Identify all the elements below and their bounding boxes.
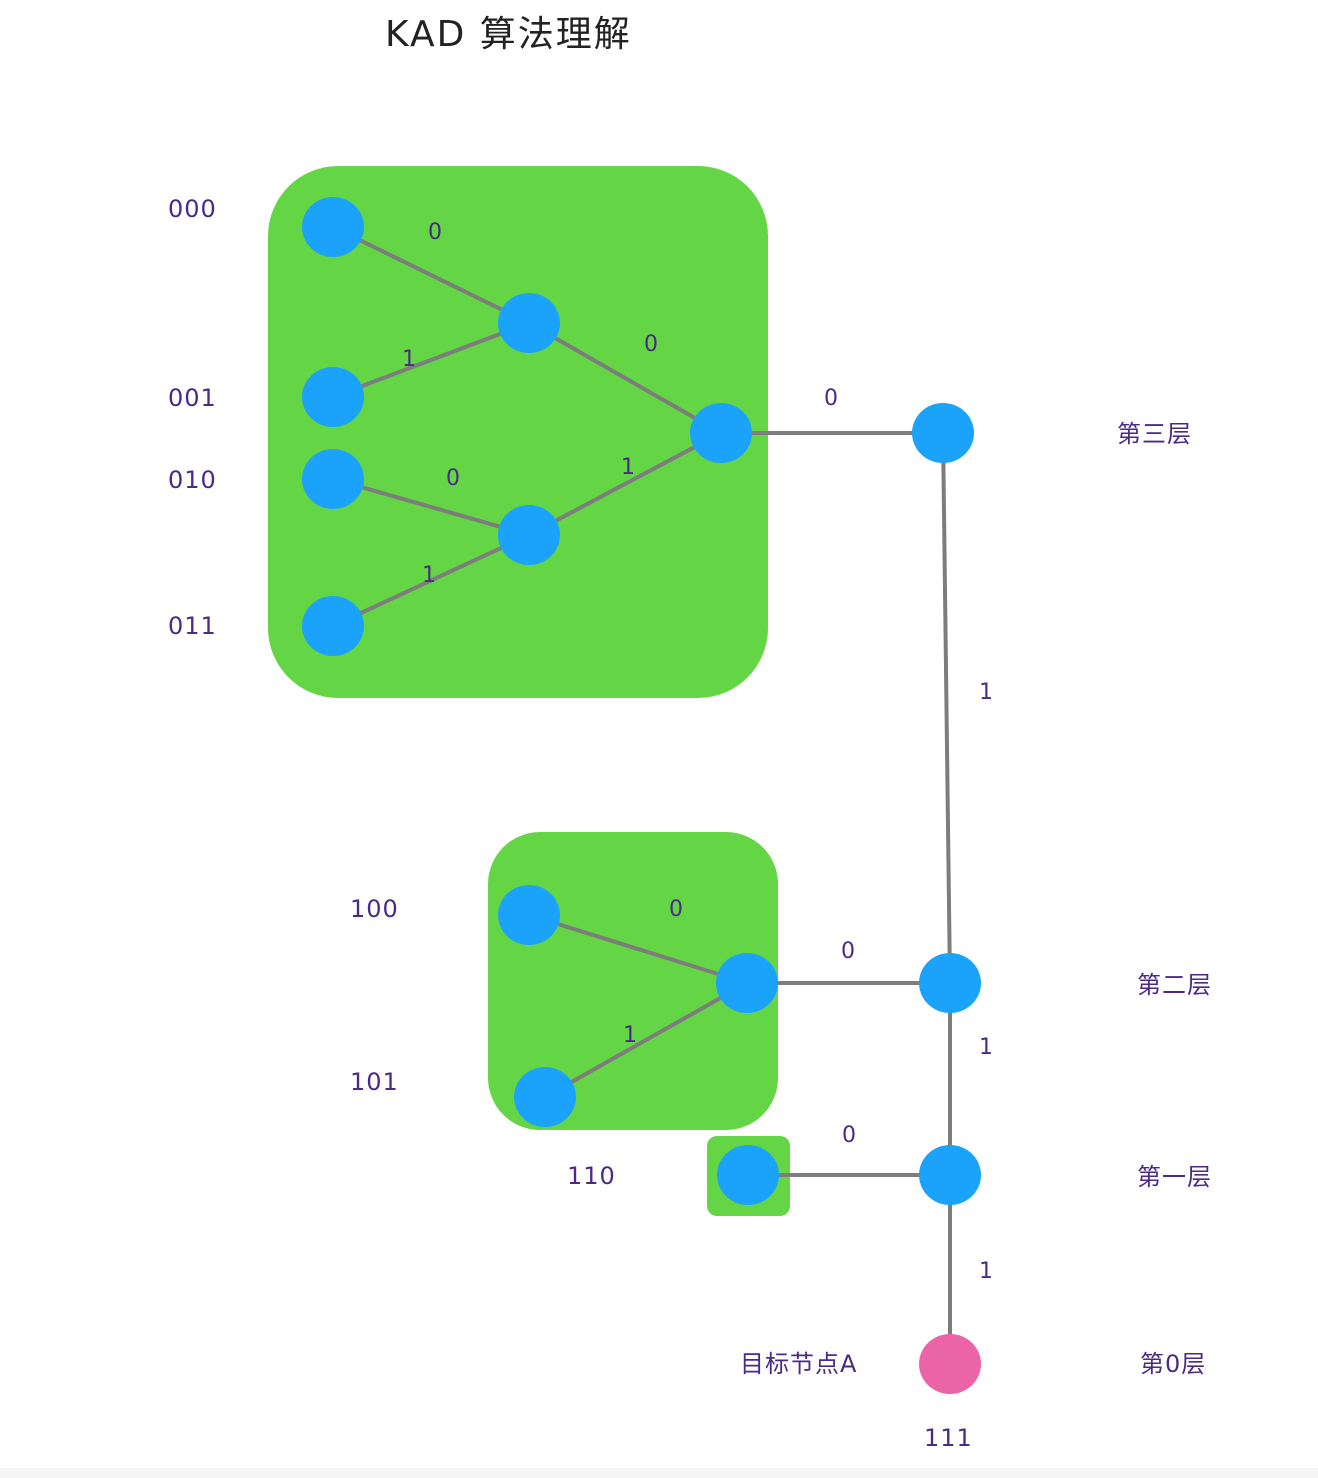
edge-n010-n01	[331, 477, 531, 537]
node-011	[302, 596, 364, 656]
bit-label: 1	[422, 563, 436, 588]
layer-label: 第三层	[1117, 420, 1192, 448]
edge-n01-n0	[527, 431, 723, 537]
text-labels-layer: 000001010011100101110第三层第二层第一层111第0层目标节点…	[168, 195, 1212, 1452]
bit-labels-layer: 0 1 0 1 0 1 0 1 0 1 0 1 0 1	[402, 220, 993, 1284]
diagram-title: KAD 算法理解	[385, 14, 632, 55]
bit-label: 0	[446, 466, 460, 491]
node-id-label: 111	[924, 1424, 973, 1452]
node-r3	[912, 403, 974, 463]
edge-n101-n10	[543, 981, 749, 1099]
bit-label: 0	[824, 386, 838, 411]
node-000	[302, 197, 364, 257]
nodes-layer	[302, 197, 981, 1394]
bit-label: 1	[621, 455, 635, 480]
node-id-label: 100	[350, 895, 399, 923]
bit-label: 1	[623, 1023, 637, 1048]
node-id-label: 101	[350, 1068, 399, 1096]
target-node-name: 目标节点A	[740, 1350, 857, 1378]
node-01	[498, 505, 560, 565]
node-r1	[919, 1145, 981, 1205]
node-00	[498, 293, 560, 353]
edge-n011-n01	[331, 533, 531, 628]
bit-label: 0	[841, 939, 855, 964]
edge-n001-n00	[331, 321, 531, 399]
bit-label: 0	[669, 897, 683, 922]
node-r2	[919, 953, 981, 1013]
node-001	[302, 367, 364, 427]
layer-label: 第0层	[1140, 1350, 1206, 1378]
edge-n100-n10	[527, 913, 749, 985]
node-id-label: 011	[168, 612, 217, 640]
groups-layer	[268, 166, 790, 1216]
group-subtree-0	[268, 166, 768, 698]
node-id-label: 110	[567, 1162, 616, 1190]
node-100	[498, 885, 560, 945]
bottom-strip	[0, 1468, 1318, 1478]
edge-n00-n0	[527, 321, 723, 435]
node-101	[514, 1067, 576, 1127]
bit-label: 1	[979, 680, 993, 705]
edge-n000-n00	[331, 225, 531, 325]
node-id-label: 001	[168, 384, 217, 412]
node-id-label: 010	[168, 466, 217, 494]
edge-r3-r2	[941, 431, 952, 985]
bit-label: 0	[644, 332, 658, 357]
group-subtree-10	[488, 832, 778, 1130]
edges-layer	[331, 225, 952, 1366]
bit-label: 1	[402, 347, 416, 372]
node-id-label: 000	[168, 195, 217, 223]
layer-label: 第一层	[1137, 1163, 1212, 1191]
bit-label: 1	[979, 1259, 993, 1284]
bit-label: 0	[842, 1123, 856, 1148]
node-10	[716, 953, 778, 1013]
bit-label: 0	[428, 220, 442, 245]
node-110	[717, 1145, 779, 1205]
node-0	[690, 403, 752, 463]
bit-label: 1	[979, 1035, 993, 1060]
node-010	[302, 449, 364, 509]
layer-label: 第二层	[1137, 971, 1212, 999]
target-node	[919, 1334, 981, 1394]
